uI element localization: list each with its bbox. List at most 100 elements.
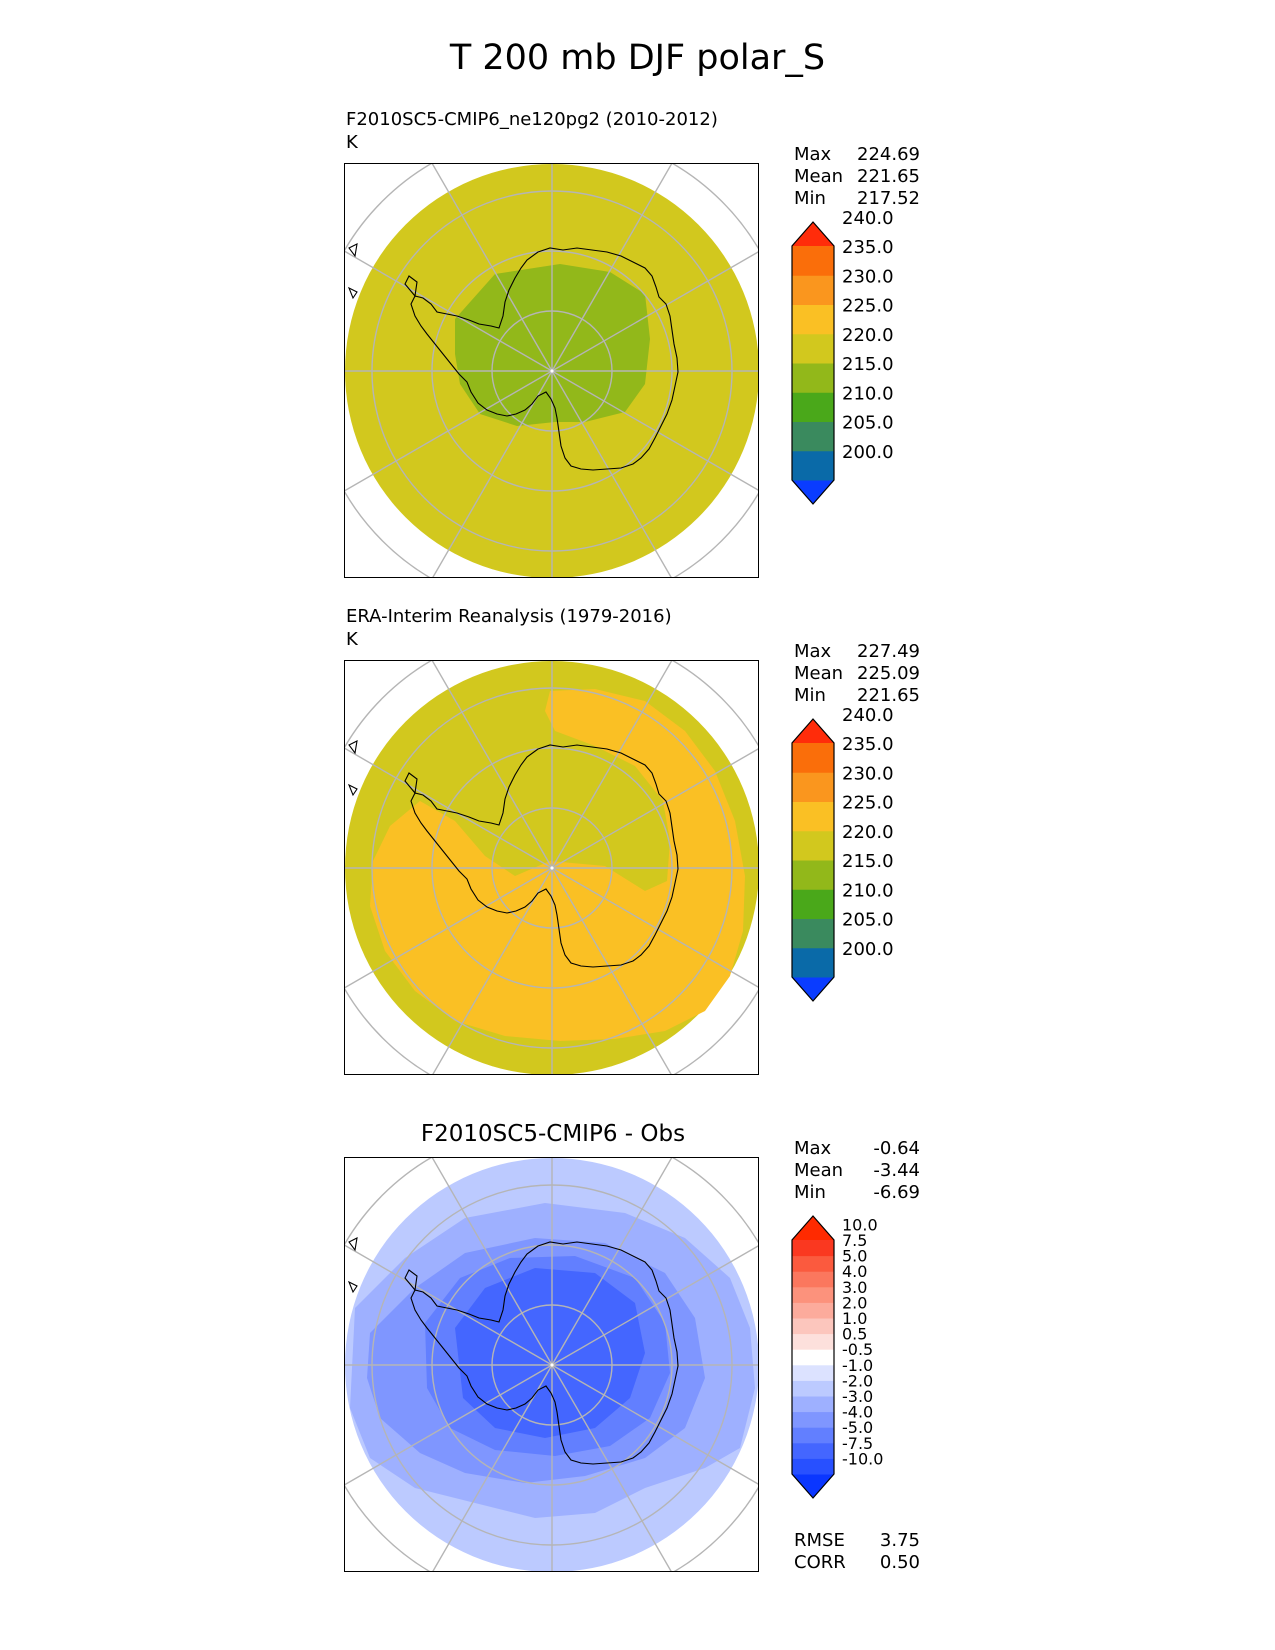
colorbar-tick-label: 7.5: [842, 1231, 867, 1250]
test-stat-mean-label: Mean: [794, 166, 844, 187]
coastline: [347, 243, 679, 471]
colorbar-tick-label: 225.0: [842, 296, 894, 317]
colorbar-tick-label: 215.0: [842, 851, 894, 872]
meridian-line: [431, 661, 553, 869]
meridian-line: [432, 867, 553, 1074]
meridian-line: [345, 867, 553, 989]
colorbar-segment: [792, 363, 834, 393]
colorbar-tick-label: 230.0: [842, 763, 894, 784]
peninsula-island: [404, 275, 418, 298]
colorbar-upper-extend: [792, 1216, 834, 1240]
meridian-line: [551, 370, 672, 577]
colorbar-tick-label: 205.0: [842, 413, 894, 434]
graticule: [345, 661, 758, 1074]
colorbar-tick-label: 200.0: [842, 939, 894, 960]
colorbar-tick-label: 210.0: [842, 880, 894, 901]
colorbar-segment: [792, 421, 834, 452]
ref-panel-title: ERA-Interim Reanalysis (1979-2016) K: [346, 605, 672, 651]
colorbar-segment: [792, 1255, 834, 1272]
colorbar-upper-extend: [792, 719, 834, 743]
colorbar-tick-label: 220.0: [842, 822, 894, 843]
colorbar-segment: [792, 1411, 834, 1428]
meridian-line: [345, 250, 553, 372]
ref-colorbar: 200.0 205.0 210.0 215.0 220.0 225.0 230.0 235.0…: [791, 705, 902, 1023]
corr-label: CORR: [794, 1552, 846, 1573]
meridian-line: [551, 1158, 673, 1366]
colorbar-tick-label: 235.0: [842, 237, 894, 258]
graticule: [345, 164, 758, 577]
colorbar-tick-label: 210.0: [842, 383, 894, 404]
diff-title: F2010SC5-CMIP6 - Obs: [420, 1121, 686, 1147]
peninsula-island: [404, 1269, 418, 1292]
colorbar-segment: [792, 1318, 834, 1335]
test-map: [344, 163, 759, 578]
meridian-line: [551, 1364, 758, 1485]
meridian-line: [551, 164, 673, 372]
diff-stats: Max -0.64 Mean -3.44 Min -6.69: [794, 1138, 920, 1204]
diff-stat-min: -6.69: [873, 1182, 920, 1203]
colorbar-segment: [792, 1333, 834, 1350]
colorbar-tick-label: 4.0: [842, 1262, 867, 1281]
rmse-label: RMSE: [794, 1530, 845, 1551]
colorbar-segment: [792, 1302, 834, 1319]
colorbar-upper-extend: [792, 222, 834, 246]
colorbar-tick-label: -4.0: [842, 1403, 873, 1422]
ref-stat-min: 221.65: [857, 685, 920, 706]
colorbar-segment: [792, 1349, 834, 1366]
ref-units: K: [346, 629, 358, 650]
colorbar-tick-label: 220.0: [842, 325, 894, 346]
colorbar-tick-label: 10.0: [842, 1215, 878, 1234]
colorbar-segment: [792, 450, 834, 481]
meridian-line: [345, 370, 553, 492]
south-america-islands: [347, 1280, 358, 1294]
pole-marker: [550, 866, 554, 870]
colorbar-segment: [792, 333, 834, 364]
colorbar-tick-label: 5.0: [842, 1247, 867, 1266]
colorbar-segment: [792, 1442, 834, 1459]
colorbar-tick-label: 225.0: [842, 793, 894, 814]
colorbar-tick-label: -0.5: [842, 1340, 873, 1359]
antarctica-coastline: [410, 1241, 679, 1465]
colorbar-tick-label: 2.0: [842, 1293, 867, 1312]
ref-stat-min-label: Min: [794, 685, 826, 706]
meridian-line: [432, 370, 553, 577]
diff-metrics: RMSE 3.75 CORR 0.50: [794, 1530, 920, 1574]
colorbar-outline: [791, 221, 835, 505]
colorbar-tick-label: -1.0: [842, 1356, 873, 1375]
test-units: K: [346, 132, 358, 153]
pole-marker: [550, 1363, 554, 1367]
meridian-line: [551, 748, 758, 869]
diff-stat-mean-label: Mean: [794, 1160, 844, 1181]
colorbar-segment: [792, 772, 834, 802]
colorbar-segment: [792, 1240, 834, 1257]
meridian-line: [551, 370, 758, 491]
south-america-tip: [348, 243, 358, 258]
test-panel-title: F2010SC5-CMIP6_ne120pg2 (2010-2012) K: [346, 108, 718, 154]
meridian-line: [551, 251, 758, 372]
test-stat-min: 217.52: [857, 188, 920, 209]
colorbar-tick-label: 230.0: [842, 266, 894, 287]
colorbar-segment: [792, 275, 834, 305]
colorbar-tick-label: -10.0: [842, 1449, 883, 1468]
peninsula-island: [404, 772, 418, 795]
colorbar-tick-label: 1.0: [842, 1309, 867, 1328]
colorbar-segment: [792, 1380, 834, 1397]
meridian-line: [345, 747, 553, 869]
colorbar-segment: [792, 392, 834, 422]
ref-stat-mean-label: Mean: [794, 663, 844, 684]
corr-value: 0.50: [879, 1552, 920, 1573]
south-america-tip: [348, 1237, 358, 1252]
test-stat-max: 224.69: [857, 144, 920, 165]
colorbar-tick-label: 235.0: [842, 734, 894, 755]
meridian-line: [551, 867, 672, 1074]
meridian-line: [431, 1158, 553, 1366]
colorbar-segment: [792, 1271, 834, 1288]
colorbar-lower-extend: [792, 1474, 834, 1498]
colorbar-lower-extend: [792, 977, 834, 1001]
colorbar-segment: [792, 918, 834, 949]
colorbar-lower-extend: [792, 480, 834, 504]
colorbar-tick-label: -7.5: [842, 1434, 873, 1453]
colorbar-outline: [791, 1215, 835, 1499]
ref-title: ERA-Interim Reanalysis (1979-2016): [346, 606, 672, 627]
meridian-line: [345, 1364, 553, 1486]
